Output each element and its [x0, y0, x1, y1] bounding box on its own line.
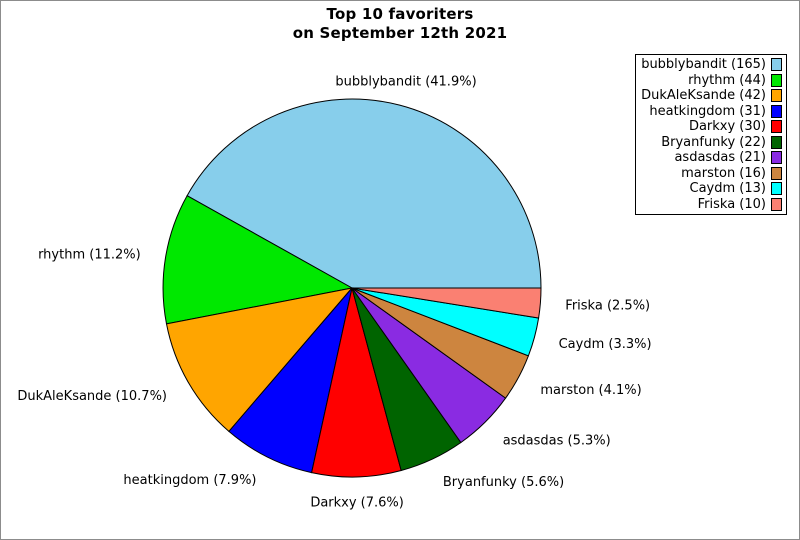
- legend-item: Bryanfunky (22): [636, 135, 786, 151]
- legend-item-label: Friska (10): [697, 196, 766, 212]
- legend-item-label: rhythm (44): [688, 72, 766, 88]
- legend-item-label: Caydm (13): [689, 181, 766, 197]
- chart-title-line2: on September 12th 2021: [292, 24, 508, 42]
- slice-label-Friska: Friska (2.5%): [565, 299, 650, 314]
- legend-swatch: [771, 151, 782, 165]
- legend-swatch: [771, 166, 782, 180]
- legend-item: Darkxy (30): [636, 119, 786, 135]
- slice-label-asdasdas: asdasdas (5.3%): [503, 433, 611, 448]
- slice-label-DukAleKsande: DukAleKsande (10.7%): [17, 389, 167, 404]
- legend-item: Friska (10): [636, 197, 786, 213]
- pie-slice-Friska: [351, 287, 542, 319]
- legend-swatch: [771, 73, 782, 87]
- pie-slice-DukAleKsande: [165, 287, 354, 433]
- legend-item-label: marston (16): [681, 165, 766, 181]
- legend-item-label: asdasdas (21): [674, 150, 766, 166]
- chart-title-line1: Top 10 favoriters: [326, 5, 474, 23]
- legend-item-label: DukAleKsande (42): [641, 88, 766, 104]
- legend-swatch: [771, 182, 782, 196]
- legend-item-label: Darkxy (30): [688, 119, 766, 135]
- slice-label-rhythm: rhythm (11.2%): [38, 248, 141, 263]
- legend-swatch: [771, 135, 782, 149]
- legend-swatch: [771, 197, 782, 211]
- legend-item: asdasdas (21): [636, 150, 786, 166]
- slice-label-Caydm: Caydm (3.3%): [559, 337, 652, 352]
- slice-label-marston: marston (4.1%): [540, 383, 641, 398]
- legend-item-label: bubblybandit (165): [641, 57, 766, 73]
- legend-swatch: [771, 104, 782, 118]
- legend-swatch: [771, 120, 782, 134]
- legend-item: DukAleKsande (42): [636, 88, 786, 104]
- legend-item: heatkingdom (31): [636, 104, 786, 120]
- legend: bubblybandit (165) rhythm (44) DukAleKsand…: [635, 54, 787, 215]
- legend-item: marston (16): [636, 166, 786, 182]
- slice-label-heatkingdom: heatkingdom (7.9%): [123, 473, 256, 488]
- legend-item: bubblybandit (165): [636, 57, 786, 73]
- slice-label-Darkxy: Darkxy (7.6%): [310, 495, 404, 510]
- chart-title: Top 10 favoriters on September 12th 2021: [1, 5, 799, 43]
- legend-item: Caydm (13): [636, 181, 786, 197]
- slice-label-Bryanfunky: Bryanfunky (5.6%): [443, 475, 564, 490]
- pie-slice-rhythm: [162, 195, 354, 325]
- legend-item-label: heatkingdom (31): [649, 103, 766, 119]
- legend-item-label: Bryanfunky (22): [661, 134, 766, 150]
- legend-swatch: [771, 89, 782, 103]
- pie-slice-bubblybandit: [186, 98, 542, 289]
- legend-item: rhythm (44): [636, 73, 786, 89]
- legend-swatch: [771, 58, 782, 72]
- slice-label-bubblybandit: bubblybandit (41.9%): [335, 74, 476, 89]
